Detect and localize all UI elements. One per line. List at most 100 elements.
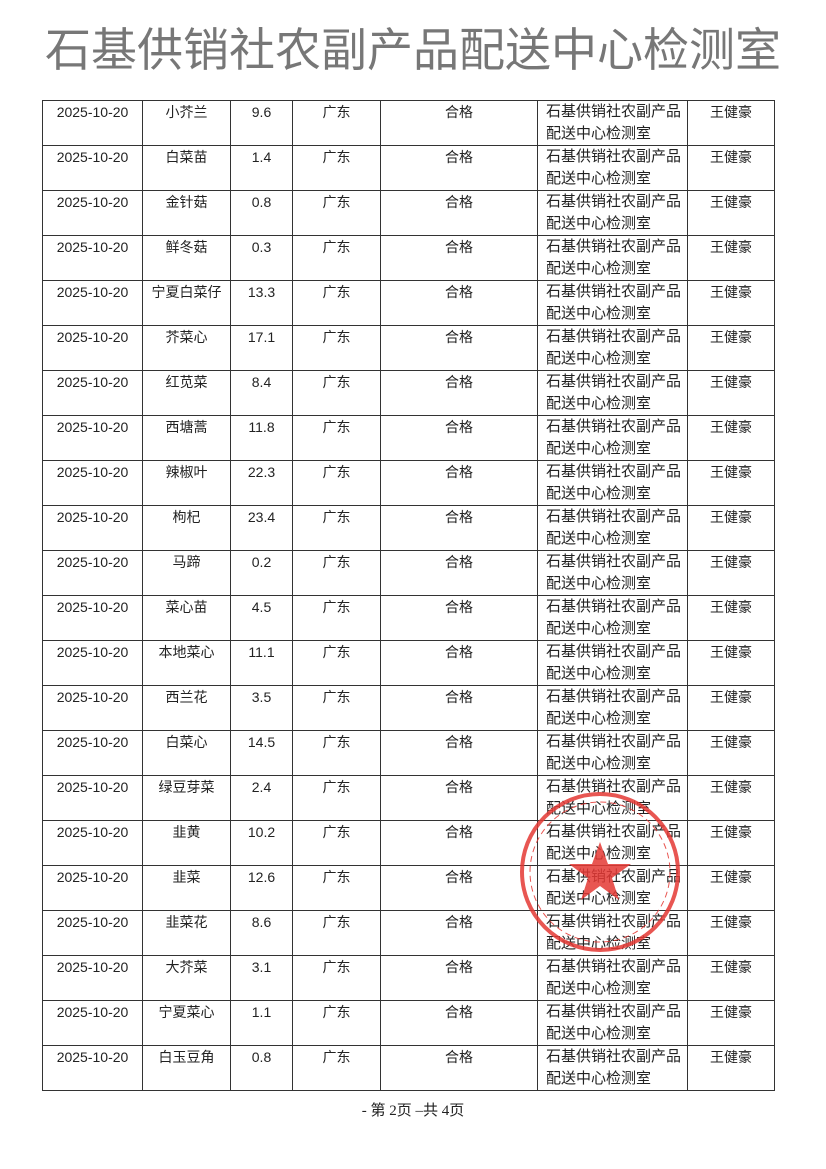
cell-lab: 石基供销社农副产品配送中心检测室 [537, 865, 688, 911]
cell-lab: 石基供销社农副产品配送中心检测室 [537, 415, 688, 461]
cell-product: 芥菜心 [142, 325, 231, 371]
page-footer: - 第 2页 –共 4页 [361, 1103, 465, 1119]
cell-result: 合格 [380, 640, 538, 686]
cell-lab: 石基供销社农副产品配送中心检测室 [537, 1000, 688, 1046]
cell-lab: 石基供销社农副产品配送中心检测室 [537, 460, 688, 506]
cell-date: 2025-10-20 [42, 1000, 143, 1046]
cell-result: 合格 [380, 145, 538, 191]
cell-result: 合格 [380, 325, 538, 371]
cell-lab: 石基供销社农副产品配送中心检测室 [537, 910, 688, 956]
table-row: 2025-10-20 大芥菜 3.1 广东 合格 石基供销社农副产品配送中心检测室 王健豪 [42, 955, 775, 1001]
cell-quantity: 0.2 [230, 550, 293, 596]
table-row: 2025-10-20 枸杞 23.4 广东 合格 石基供销社农副产品配送中心检测室 王健豪 [42, 505, 775, 551]
cell-date: 2025-10-20 [42, 325, 143, 371]
cell-quantity: 9.6 [230, 100, 293, 146]
cell-origin: 广东 [292, 640, 381, 686]
table-row: 2025-10-20 白玉豆角 0.8 广东 合格 石基供销社农副产品配送中心检测室 王健豪 [42, 1045, 775, 1091]
cell-date: 2025-10-20 [42, 730, 143, 776]
cell-lab: 石基供销社农副产品配送中心检测室 [537, 730, 688, 776]
table-row: 2025-10-20 芥菜心 17.1 广东 合格 石基供销社农副产品配送中心检测室 王健豪 [42, 325, 775, 371]
table-row: 2025-10-20 本地菜心 11.1 广东 合格 石基供销社农副产品配送中心检测室 王健… [42, 640, 775, 686]
cell-date: 2025-10-20 [42, 595, 143, 641]
cell-quantity: 22.3 [230, 460, 293, 506]
cell-product: 鲜冬菇 [142, 235, 231, 281]
cell-origin: 广东 [292, 505, 381, 551]
cell-result: 合格 [380, 415, 538, 461]
inspection-table: 2025-10-20 小芥兰 9.6 广东 合格 石基供销社农副产品配送中心检测室 王健豪 2… [42, 100, 775, 1091]
cell-origin: 广东 [292, 325, 381, 371]
cell-result: 合格 [380, 685, 538, 731]
cell-origin: 广东 [292, 865, 381, 911]
cell-date: 2025-10-20 [42, 550, 143, 596]
cell-quantity: 11.1 [230, 640, 293, 686]
cell-quantity: 0.8 [230, 1045, 293, 1091]
cell-product: 韭菜花 [142, 910, 231, 956]
cell-result: 合格 [380, 865, 538, 911]
cell-inspector: 王健豪 [687, 550, 775, 596]
cell-date: 2025-10-20 [42, 100, 143, 146]
cell-origin: 广东 [292, 145, 381, 191]
cell-result: 合格 [380, 730, 538, 776]
table-row: 2025-10-20 绿豆芽菜 2.4 广东 合格 石基供销社农副产品配送中心检测室 王健豪 [42, 775, 775, 821]
cell-date: 2025-10-20 [42, 190, 143, 236]
table-row: 2025-10-20 宁夏白菜仔 13.3 广东 合格 石基供销社农副产品配送中心检测室王… [42, 280, 775, 326]
cell-date: 2025-10-20 [42, 235, 143, 281]
cell-result: 合格 [380, 595, 538, 641]
cell-date: 2025-10-20 [42, 640, 143, 686]
cell-result: 合格 [380, 955, 538, 1001]
cell-result: 合格 [380, 910, 538, 956]
cell-product: 小芥兰 [142, 100, 231, 146]
cell-origin: 广东 [292, 955, 381, 1001]
cell-product: 白菜心 [142, 730, 231, 776]
cell-lab: 石基供销社农副产品配送中心检测室 [537, 235, 688, 281]
cell-quantity: 23.4 [230, 505, 293, 551]
cell-lab: 石基供销社农副产品配送中心检测室 [537, 280, 688, 326]
table-row: 2025-10-20 鲜冬菇 0.3 广东 合格 石基供销社农副产品配送中心检测室 王健豪 [42, 235, 775, 281]
cell-inspector: 王健豪 [687, 910, 775, 956]
cell-origin: 广东 [292, 190, 381, 236]
cell-origin: 广东 [292, 235, 381, 281]
table-row: 2025-10-20 宁夏菜心 1.1 广东 合格 石基供销社农副产品配送中心检测室 王健豪 [42, 1000, 775, 1046]
cell-lab: 石基供销社农副产品配送中心检测室 [537, 145, 688, 191]
cell-inspector: 王健豪 [687, 955, 775, 1001]
cell-result: 合格 [380, 505, 538, 551]
cell-quantity: 0.3 [230, 235, 293, 281]
cell-lab: 石基供销社农副产品配送中心检测室 [537, 955, 688, 1001]
cell-result: 合格 [380, 100, 538, 146]
cell-origin: 广东 [292, 595, 381, 641]
cell-date: 2025-10-20 [42, 370, 143, 416]
cell-quantity: 0.8 [230, 190, 293, 236]
cell-result: 合格 [380, 1045, 538, 1091]
table-row: 2025-10-20 白菜心 14.5 广东 合格 石基供销社农副产品配送中心检测室 王健豪 [42, 730, 775, 776]
cell-origin: 广东 [292, 775, 381, 821]
cell-quantity: 3.1 [230, 955, 293, 1001]
cell-date: 2025-10-20 [42, 505, 143, 551]
cell-result: 合格 [380, 1000, 538, 1046]
cell-inspector: 王健豪 [687, 190, 775, 236]
cell-product: 宁夏菜心 [142, 1000, 231, 1046]
cell-quantity: 2.4 [230, 775, 293, 821]
cell-product: 宁夏白菜仔 [142, 280, 231, 326]
cell-lab: 石基供销社农副产品配送中心检测室 [537, 595, 688, 641]
cell-result: 合格 [380, 190, 538, 236]
table-row: 2025-10-20 西兰花 3.5 广东 合格 石基供销社农副产品配送中心检测室 王健豪 [42, 685, 775, 731]
cell-origin: 广东 [292, 685, 381, 731]
cell-date: 2025-10-20 [42, 820, 143, 866]
cell-inspector: 王健豪 [687, 415, 775, 461]
table-row: 2025-10-20 西塘蒿 11.8 广东 合格 石基供销社农副产品配送中心检测室 王健豪 [42, 415, 775, 461]
cell-result: 合格 [380, 235, 538, 281]
cell-inspector: 王健豪 [687, 325, 775, 371]
cell-product: 红苋菜 [142, 370, 231, 416]
cell-product: 白玉豆角 [142, 1045, 231, 1091]
table-row: 2025-10-20 菜心苗 4.5 广东 合格 石基供销社农副产品配送中心检测室 王健豪 [42, 595, 775, 641]
cell-origin: 广东 [292, 910, 381, 956]
cell-lab: 石基供销社农副产品配送中心检测室 [537, 190, 688, 236]
table-row: 2025-10-20 金针菇 0.8 广东 合格 石基供销社农副产品配送中心检测室 王健豪 [42, 190, 775, 236]
cell-inspector: 王健豪 [687, 505, 775, 551]
cell-lab: 石基供销社农副产品配送中心检测室 [537, 775, 688, 821]
cell-lab: 石基供销社农副产品配送中心检测室 [537, 325, 688, 371]
cell-product: 韭黄 [142, 820, 231, 866]
cell-origin: 广东 [292, 820, 381, 866]
cell-product: 辣椒叶 [142, 460, 231, 506]
cell-quantity: 12.6 [230, 865, 293, 911]
